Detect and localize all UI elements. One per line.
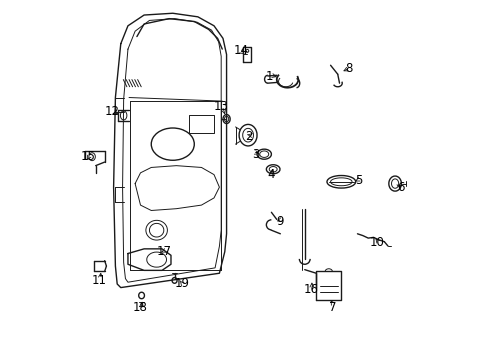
Text: 1: 1 [265,69,273,82]
Text: 14: 14 [233,44,248,57]
Text: 10: 10 [369,236,384,249]
Text: 12: 12 [104,105,119,118]
Text: 3: 3 [252,148,260,161]
Text: 17: 17 [156,245,171,258]
Text: 7: 7 [328,301,335,314]
Text: 16: 16 [303,283,318,296]
Text: 13: 13 [213,100,228,113]
Text: 2: 2 [245,130,252,144]
Text: 5: 5 [355,174,362,186]
Text: 6: 6 [396,181,404,194]
Text: 8: 8 [344,62,351,75]
Text: 4: 4 [267,168,275,181]
Text: 18: 18 [133,301,148,314]
Text: 11: 11 [92,274,106,287]
Text: 15: 15 [81,150,96,163]
Text: 9: 9 [276,215,284,228]
Text: 19: 19 [174,278,189,291]
